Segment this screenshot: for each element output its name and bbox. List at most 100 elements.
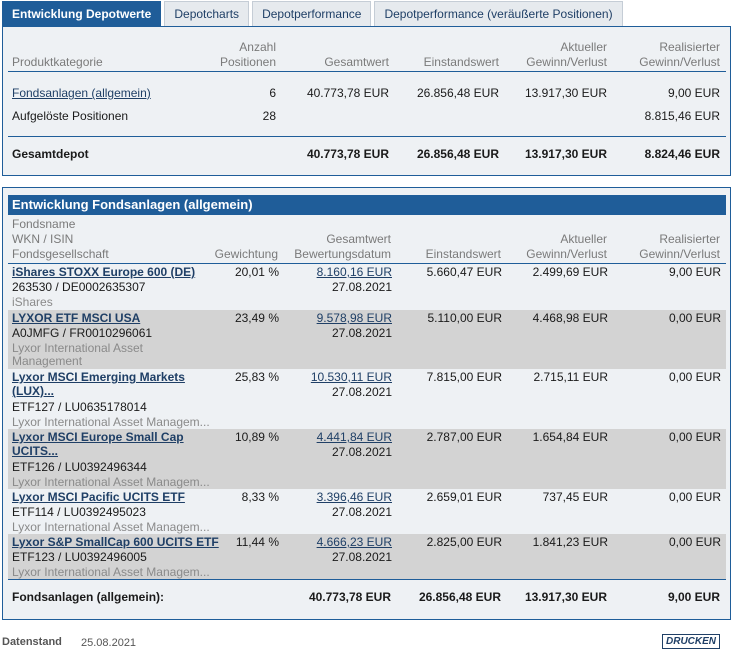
count-value: 28: [262, 109, 276, 123]
total-label: Gesamtdepot: [12, 147, 89, 161]
fund-row: LYXOR ETF MSCI USA A0JMFG / FR0010296061…: [8, 310, 726, 369]
header-category: Produktkategorie: [12, 55, 103, 69]
category-link-fondsanlagen[interactable]: Fondsanlagen (allgemein): [12, 86, 151, 100]
fund-weight: 11,44 %: [235, 535, 279, 549]
data-date-value: 25.08.2021: [81, 637, 137, 649]
funds-current-sum: 13.917,30 EUR: [524, 590, 607, 604]
fund-name-link[interactable]: LYXOR ETF MSCI USA: [12, 311, 141, 325]
cost-value: 26.856,48 EUR: [416, 86, 499, 100]
realized-sum: 8.824,46 EUR: [644, 147, 720, 161]
fund-total-link[interactable]: 10.530,11 EUR: [310, 370, 392, 384]
header-company: Fondsgesellschaft: [12, 247, 109, 261]
fund-valuation-date: 27.08.2021: [331, 326, 392, 340]
header-current-2: Gewinn/Verlust: [526, 247, 607, 261]
fund-company: Lyxor International Asset Managem...: [12, 565, 210, 579]
tab-depotperformance[interactable]: Depotperformance: [252, 1, 372, 27]
header-count-2: Positionen: [219, 55, 276, 69]
fund-row: Lyxor MSCI Europe Small Cap UCITS... ETF…: [8, 429, 726, 489]
total-divider: [8, 579, 726, 580]
fund-weight: 23,49 %: [234, 311, 279, 325]
fund-row: Lyxor MSCI Pacific UCITS ETF ETF114 / LU…: [8, 489, 726, 534]
fund-name-link[interactable]: Lyxor MSCI Emerging Markets: [12, 370, 185, 384]
fund-company-cont: Management: [12, 354, 83, 368]
fund-name-link-cont[interactable]: UCITS...: [12, 444, 59, 458]
total-sum: 40.773,78 EUR: [306, 147, 389, 161]
fund-cost: 2.787,00 EUR: [426, 430, 502, 444]
fund-valuation-date: 27.08.2021: [331, 280, 392, 294]
fund-company: iShares: [12, 295, 53, 309]
fund-cost: 5.660,47 EUR: [426, 265, 502, 279]
summary-panel: Produktkategorie Anzahl Positionen Gesam…: [2, 26, 731, 176]
fund-valuation-date: 27.08.2021: [331, 385, 392, 399]
header-weight: Gewichtung: [214, 247, 278, 261]
fund-total-link[interactable]: 4.666,23 EUR: [316, 535, 392, 549]
fund-valuation-date: 27.08.2021: [331, 445, 392, 459]
current-value: 13.917,30 EUR: [524, 86, 607, 100]
fund-current: 737,45 EUR: [542, 490, 608, 504]
funds-title: Entwicklung Fondsanlagen (allgemein): [8, 195, 726, 215]
funds-total-label: Fondsanlagen (allgemein):: [12, 590, 165, 604]
cost-sum: 26.856,48 EUR: [416, 147, 499, 161]
header-total-1: Gesamtwert: [326, 232, 391, 246]
header-current-2: Gewinn/Verlust: [526, 55, 607, 69]
header-realized-1: Realisierter: [659, 40, 720, 54]
header-realized-1: Realisierter: [659, 232, 720, 246]
realized-value: 9,00 EUR: [667, 86, 720, 100]
fund-wkn-isin: 263530 / DE0002635307: [12, 280, 146, 294]
fund-current: 1.654,84 EUR: [532, 430, 608, 444]
fund-name-link[interactable]: Lyxor MSCI Pacific UCITS ETF: [12, 490, 185, 504]
fund-name-link[interactable]: Lyxor S&P SmallCap 600 UCITS ETF: [12, 535, 219, 549]
funds-total-sum: 40.773,78 EUR: [308, 590, 391, 604]
fund-realized: 0,00 EUR: [668, 535, 721, 549]
fund-current: 2.499,69 EUR: [532, 265, 608, 279]
print-button[interactable]: DRUCKEN: [662, 634, 720, 649]
fund-total-link[interactable]: 4.441,84 EUR: [316, 430, 392, 444]
fund-total-link[interactable]: 3.396,46 EUR: [316, 490, 392, 504]
total-value: 40.773,78 EUR: [306, 86, 389, 100]
fund-current: 2.715,11 EUR: [533, 370, 609, 384]
fund-total-link[interactable]: 8.160,16 EUR: [316, 265, 392, 279]
realized-value: 8.815,46 EUR: [644, 109, 720, 123]
fund-realized: 9,00 EUR: [668, 265, 721, 279]
fund-total-link[interactable]: 9.578,98 EUR: [316, 311, 392, 325]
fund-name-link-cont[interactable]: (LUX)...: [12, 384, 54, 398]
count-value: 6: [269, 86, 276, 100]
tab-bar: Entwicklung Depotwerte Depotcharts Depot…: [2, 1, 626, 27]
tab-depotcharts[interactable]: Depotcharts: [164, 1, 250, 27]
tab-depotperformance-veraeusserte[interactable]: Depotperformance (veräußerte Positionen): [374, 1, 623, 27]
fund-cost: 2.825,00 EUR: [426, 535, 502, 549]
total-divider: [8, 136, 726, 137]
header-fund-name: Fondsname: [12, 217, 76, 231]
fund-name-link[interactable]: iShares STOXX Europe 600 (DE): [12, 265, 196, 279]
fund-row: Lyxor S&P SmallCap 600 UCITS ETF ETF123 …: [8, 534, 726, 579]
fund-name-link[interactable]: Lyxor MSCI Europe Small Cap: [12, 430, 184, 444]
fund-weight: 10,89 %: [234, 430, 279, 444]
fund-wkn-isin: ETF127 / LU0635178014: [12, 400, 147, 414]
fund-cost: 5.110,00 EUR: [427, 311, 503, 325]
fund-realized: 0,00 EUR: [668, 370, 721, 384]
header-current-1: Aktueller: [560, 232, 607, 246]
header-cost: Einstandswert: [423, 55, 499, 69]
header-cost: Einstandswert: [425, 247, 501, 261]
fund-weight: 8,33 %: [241, 490, 279, 504]
fund-realized: 0,00 EUR: [668, 311, 721, 325]
fund-wkn-isin: ETF114 / LU0392495023: [12, 505, 146, 519]
fund-valuation-date: 27.08.2021: [331, 550, 392, 564]
funds-realized-sum: 9,00 EUR: [667, 590, 720, 604]
fund-weight: 25,83 %: [234, 370, 279, 384]
header-divider: [8, 71, 726, 72]
tab-entwicklung-depotwerte[interactable]: Entwicklung Depotwerte: [2, 1, 162, 27]
fund-current: 4.468,98 EUR: [532, 311, 608, 325]
fund-company: Lyxor International Asset Managem...: [12, 475, 210, 489]
data-date-label: Datenstand: [2, 636, 62, 648]
header-realized-2: Gewinn/Verlust: [639, 55, 720, 69]
category-label-aufgeloest: Aufgelöste Positionen: [12, 109, 129, 123]
fund-row: Lyxor MSCI Emerging Markets (LUX)... ETF…: [8, 369, 726, 429]
fund-valuation-date: 27.08.2021: [331, 505, 392, 519]
fund-company: Lyxor International Asset Managem...: [12, 415, 210, 429]
header-count-1: Anzahl: [239, 40, 276, 54]
header-divider: [8, 263, 726, 264]
fund-weight: 20,01 %: [234, 265, 279, 279]
fund-row: iShares STOXX Europe 600 (DE) 263530 / D…: [8, 264, 726, 310]
header-total-2: Bewertungsdatum: [294, 247, 391, 261]
